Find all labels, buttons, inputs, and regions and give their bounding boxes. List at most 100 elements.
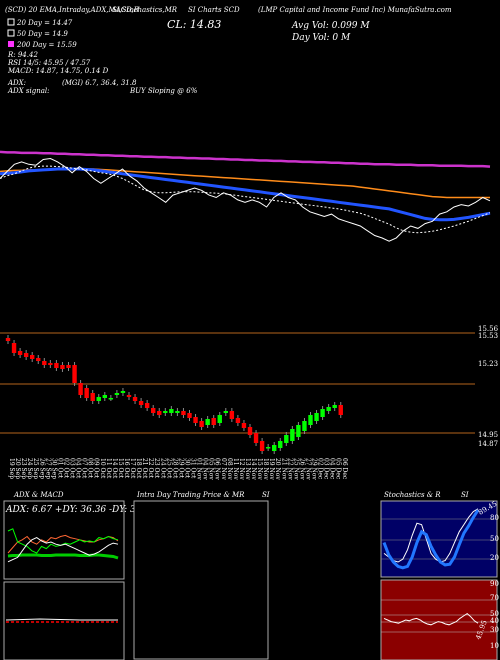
candle-02-oct (60, 365, 65, 369)
candle-30-oct (181, 411, 186, 415)
date-tick: 11 Nov (232, 458, 239, 480)
date-tick: 07 Nov (220, 458, 227, 480)
date-tick: 05 Dec (335, 458, 342, 480)
stoch-tick-50: 50 (490, 535, 499, 543)
legend-label-200: 200 Day = 15.59 (16, 41, 77, 49)
rsi-tick-90: 90 (490, 580, 499, 588)
candle-22-oct (144, 403, 150, 408)
candle-20-nov (272, 445, 277, 451)
header-text-4: (LMP Capital and Income Fund Inc) Munafa… (258, 6, 452, 14)
macd-values: MACD: 14.87, 14.75, 0.14 D (7, 67, 109, 75)
date-tick: 05 Nov (208, 458, 215, 480)
right-label-4: 14.95 (478, 431, 498, 439)
ema-panel (0, 150, 491, 242)
date-tick: 16 Oct (123, 458, 130, 479)
candle-03-oct (66, 365, 71, 368)
candle-26-sep (36, 358, 41, 361)
candle-16-oct (120, 391, 126, 393)
candle-10-oct (96, 397, 101, 401)
rsi-tick-50: 50 (490, 610, 499, 618)
candle-27-nov (302, 421, 307, 431)
candle-25-oct (163, 411, 168, 413)
date-tick: 22 Nov (286, 458, 293, 480)
ema-blue-line (0, 167, 491, 222)
candle-18-oct (132, 397, 138, 401)
stoch-lines (381, 508, 497, 570)
macd-panel-frame (3, 581, 125, 660)
candle-04-nov (199, 421, 204, 427)
candle-22-nov (284, 435, 289, 443)
rsi-tick-10: 10 (490, 642, 499, 650)
candle-05-dec (332, 405, 337, 408)
date-tick: 30 Sep (50, 458, 57, 479)
candle-12-nov (235, 418, 241, 423)
candle-21-oct (138, 401, 144, 405)
date-tick: 23 Oct (153, 458, 160, 479)
date-tick: 10 Oct (99, 458, 106, 479)
candle-29-oct (175, 411, 180, 413)
candle-02-dec (314, 413, 319, 421)
date-tick: 30 Oct (183, 458, 190, 479)
candle-04-oct (72, 365, 77, 383)
candle-19-sep (5, 338, 11, 341)
stoch-title: Stochastics & R (384, 491, 441, 499)
right-label-1: 15.56 (478, 325, 499, 333)
date-tick: 21 Oct (141, 458, 148, 479)
date-tick: 15 Oct (117, 458, 124, 479)
ema-200-line (0, 150, 491, 168)
date-tick: 17 Oct (129, 458, 136, 479)
date-tick: 15 Nov (256, 458, 263, 480)
candle-23-oct (151, 408, 156, 413)
date-tick: 04 Oct (75, 458, 82, 479)
legend-swatch-200 (8, 41, 14, 47)
date-tick: 27 Sep (44, 458, 51, 479)
header-text-3: SI Charts SCD (188, 6, 240, 14)
avg-volume-label: Avg Vol: 0.099 M (291, 21, 370, 31)
date-tick: 14 Oct (111, 458, 118, 479)
legend-swatch-20 (7, 18, 15, 26)
candle-09-oct (90, 393, 95, 401)
ema-20-line (0, 165, 491, 234)
right-label-5: 14.87 (478, 440, 498, 448)
candle-08-nov (223, 411, 228, 413)
date-tick: 03 Oct (69, 458, 76, 479)
candle-08-oct (84, 388, 89, 398)
macd-line (5, 618, 118, 621)
right-label-2: 15.53 (478, 332, 498, 340)
candle-15-oct (114, 393, 120, 395)
date-tick: 29 Oct (177, 458, 184, 479)
adx-readout: ADX: 6.67 +DY: 36.36 -DY: 31.82 (5, 505, 156, 515)
date-tick: 06 Nov (214, 458, 221, 480)
date-tick: 08 Oct (87, 458, 94, 479)
candle-15-nov (253, 433, 259, 443)
rsi-tick-70: 70 (490, 594, 499, 602)
adx-thick-line (7, 553, 119, 560)
candle-29-nov (308, 415, 313, 425)
candle-14-oct (108, 398, 114, 400)
date-tick: 06 Dec (341, 458, 348, 480)
rsi-line (383, 612, 479, 626)
date-tick: 24 Sep (26, 458, 33, 479)
date-axis: 19 Sep 20 Sep 23 Sep 24 Sep 25 Sep 26 Sep 27 S… (8, 458, 348, 480)
date-tick: 20 Nov (274, 458, 281, 480)
candle-03-dec (320, 409, 325, 417)
candle-18-nov (259, 441, 265, 451)
date-tick: 09 Oct (93, 458, 100, 479)
r-value: R: 94.42 (7, 51, 38, 59)
candle-21-nov (278, 441, 283, 448)
date-tick: 03 Dec (323, 458, 330, 480)
legend-label-50: 50 Day = 14.9 (17, 30, 68, 38)
date-tick: 18 Oct (135, 458, 142, 479)
candle-27-sep (42, 361, 47, 365)
candle-17-oct (126, 395, 132, 397)
legend-label-20: 20 Day = 14.47 (16, 19, 73, 27)
rsi-tick-40: 40 (490, 617, 499, 625)
candle-11-nov (229, 411, 235, 419)
candle-06-nov (211, 418, 216, 425)
date-tick: 23 Sep (20, 458, 27, 479)
candle-24-sep (23, 353, 29, 357)
date-tick: 26 Sep (38, 458, 45, 479)
candle-24-oct (157, 411, 162, 415)
date-tick: 02 Dec (317, 458, 324, 480)
day-volume-label: Day Vol: 0 M (291, 33, 351, 43)
